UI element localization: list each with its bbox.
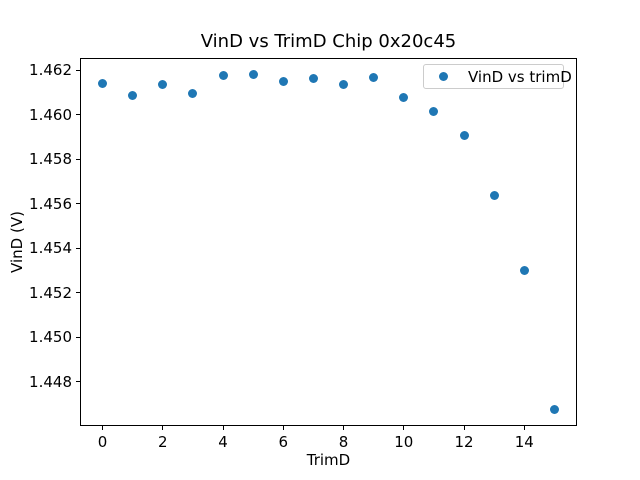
x-tick-label: 14 <box>514 433 534 451</box>
data-point <box>519 265 529 275</box>
y-tick-label: 1.462 <box>29 61 72 80</box>
y-tick-mark <box>76 336 80 338</box>
x-tick-mark <box>162 426 164 430</box>
y-tick-mark <box>76 203 80 205</box>
y-tick-mark <box>76 247 80 249</box>
y-tick-mark <box>76 158 80 160</box>
data-point <box>98 78 108 88</box>
x-tick-mark <box>403 426 405 430</box>
y-tick-label: 1.456 <box>29 194 72 213</box>
legend-label: VinD vs trimD <box>468 67 572 86</box>
data-point <box>128 91 138 101</box>
y-tick-mark <box>76 381 80 383</box>
y-tick-label: 1.458 <box>29 150 72 169</box>
x-tick-mark <box>282 426 284 430</box>
data-point <box>218 71 228 81</box>
x-tick-mark <box>523 426 525 430</box>
y-tick-label: 1.450 <box>29 328 72 347</box>
y-tick-mark <box>76 114 80 116</box>
y-tick-label: 1.452 <box>29 283 72 302</box>
y-tick-mark <box>76 69 80 71</box>
data-point <box>188 88 198 98</box>
y-tick-label: 1.460 <box>29 105 72 124</box>
data-point <box>278 76 288 86</box>
plot-area <box>80 58 577 426</box>
data-point <box>369 72 379 82</box>
data-point <box>158 80 168 90</box>
x-tick-label: 8 <box>338 433 349 451</box>
x-tick-mark <box>463 426 465 430</box>
x-tick-label: 10 <box>394 433 414 451</box>
x-tick-mark <box>102 426 104 430</box>
data-point <box>248 70 258 80</box>
x-tick-label: 6 <box>278 433 289 451</box>
x-tick-label: 4 <box>218 433 228 451</box>
data-point <box>339 79 349 89</box>
y-tick-label: 1.448 <box>29 372 72 391</box>
chart-title: VinD vs TrimD Chip 0x20c45 <box>200 31 457 52</box>
y-tick-label: 1.454 <box>29 239 72 258</box>
x-tick-label: 2 <box>158 433 168 451</box>
x-tick-mark <box>222 426 224 430</box>
data-point <box>429 107 439 117</box>
data-point <box>308 74 318 84</box>
x-tick-mark <box>343 426 345 430</box>
x-axis-label: TrimD <box>306 451 351 469</box>
data-point <box>459 130 469 140</box>
legend: VinD vs trimD <box>423 64 572 89</box>
data-point <box>549 404 559 414</box>
x-tick-label: 0 <box>97 433 108 451</box>
data-point <box>399 93 409 103</box>
data-point <box>489 191 499 201</box>
y-tick-mark <box>76 292 80 294</box>
x-tick-label: 12 <box>454 433 474 451</box>
legend-marker-icon <box>439 72 448 81</box>
